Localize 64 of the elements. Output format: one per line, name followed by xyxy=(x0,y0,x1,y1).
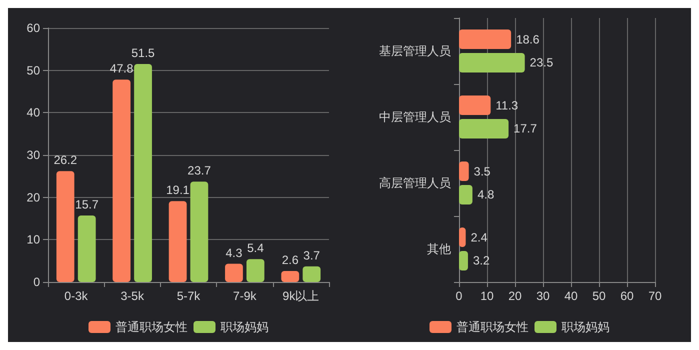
bar xyxy=(459,184,472,204)
bar xyxy=(459,96,491,116)
x-tick-label: 20 xyxy=(508,289,522,303)
bar xyxy=(459,250,468,270)
x-tick-label: 10 xyxy=(480,289,494,303)
bar xyxy=(459,118,509,138)
y-tick-label: 高层管理人员 xyxy=(379,176,451,190)
bar xyxy=(190,182,208,282)
bar xyxy=(56,171,74,282)
data-label: 4.3 xyxy=(226,246,243,260)
data-label: 2.4 xyxy=(470,230,488,244)
bar xyxy=(459,30,512,50)
x-tick-label: 5-7k xyxy=(176,289,202,303)
y-tick-label: 40 xyxy=(26,106,40,120)
x-tick-label: 7-9k xyxy=(233,289,258,303)
x-tick-label: 30 xyxy=(536,289,550,303)
bar xyxy=(78,216,96,282)
bar xyxy=(168,201,187,282)
legend-label: 普通职场女性 xyxy=(456,320,528,334)
bar xyxy=(302,266,321,282)
bar xyxy=(459,228,466,248)
data-label: 51.5 xyxy=(131,46,156,60)
bar xyxy=(112,80,131,282)
bar xyxy=(459,162,469,182)
legend-label: 普通职场女性 xyxy=(116,320,188,334)
bar xyxy=(225,264,243,282)
data-label: 11.3 xyxy=(496,98,518,112)
data-label: 5.4 xyxy=(247,241,264,256)
data-label: 19.1 xyxy=(166,183,190,198)
y-tick-label: 基层管理人员 xyxy=(379,44,451,58)
x-tick-label: 9k以上 xyxy=(282,289,320,303)
x-tick-label: 3-5k xyxy=(120,289,145,303)
data-label: 3.5 xyxy=(474,164,491,178)
y-tick-label: 中层管理人员 xyxy=(379,110,451,124)
data-label: 23.5 xyxy=(530,56,554,70)
x-tick-label: 70 xyxy=(648,289,662,303)
x-tick-label: 0-3k xyxy=(64,289,89,303)
data-label: 47.8 xyxy=(110,62,134,76)
data-label: 2.6 xyxy=(282,252,299,267)
x-tick-label: 0 xyxy=(456,289,463,303)
bar xyxy=(134,64,152,282)
x-tick-label: 40 xyxy=(564,289,578,303)
data-label: 26.2 xyxy=(54,153,78,168)
y-tick-label: 10 xyxy=(26,232,40,247)
bar xyxy=(281,270,300,282)
data-label: 23.7 xyxy=(188,164,212,178)
data-label: 3.2 xyxy=(472,254,490,268)
x-tick-label: 60 xyxy=(620,289,634,303)
legend-label: 职场妈妈 xyxy=(220,320,268,334)
y-tick-label: 60 xyxy=(26,21,40,35)
data-label: 4.8 xyxy=(477,188,494,202)
y-tick-label: 30 xyxy=(26,148,40,162)
y-tick-label: 其他 xyxy=(427,242,451,256)
data-label: 17.7 xyxy=(514,122,538,136)
data-label: 3.7 xyxy=(303,248,320,262)
y-tick-label: 20 xyxy=(26,190,40,204)
y-tick-label: 0 xyxy=(33,275,40,289)
legend-label: 职场妈妈 xyxy=(562,320,610,334)
bar xyxy=(459,52,525,72)
data-label: 15.7 xyxy=(75,198,99,212)
y-tick-label: 50 xyxy=(26,63,40,78)
bar xyxy=(246,259,264,282)
data-label: 18.6 xyxy=(516,32,540,46)
x-tick-label: 50 xyxy=(592,289,606,303)
